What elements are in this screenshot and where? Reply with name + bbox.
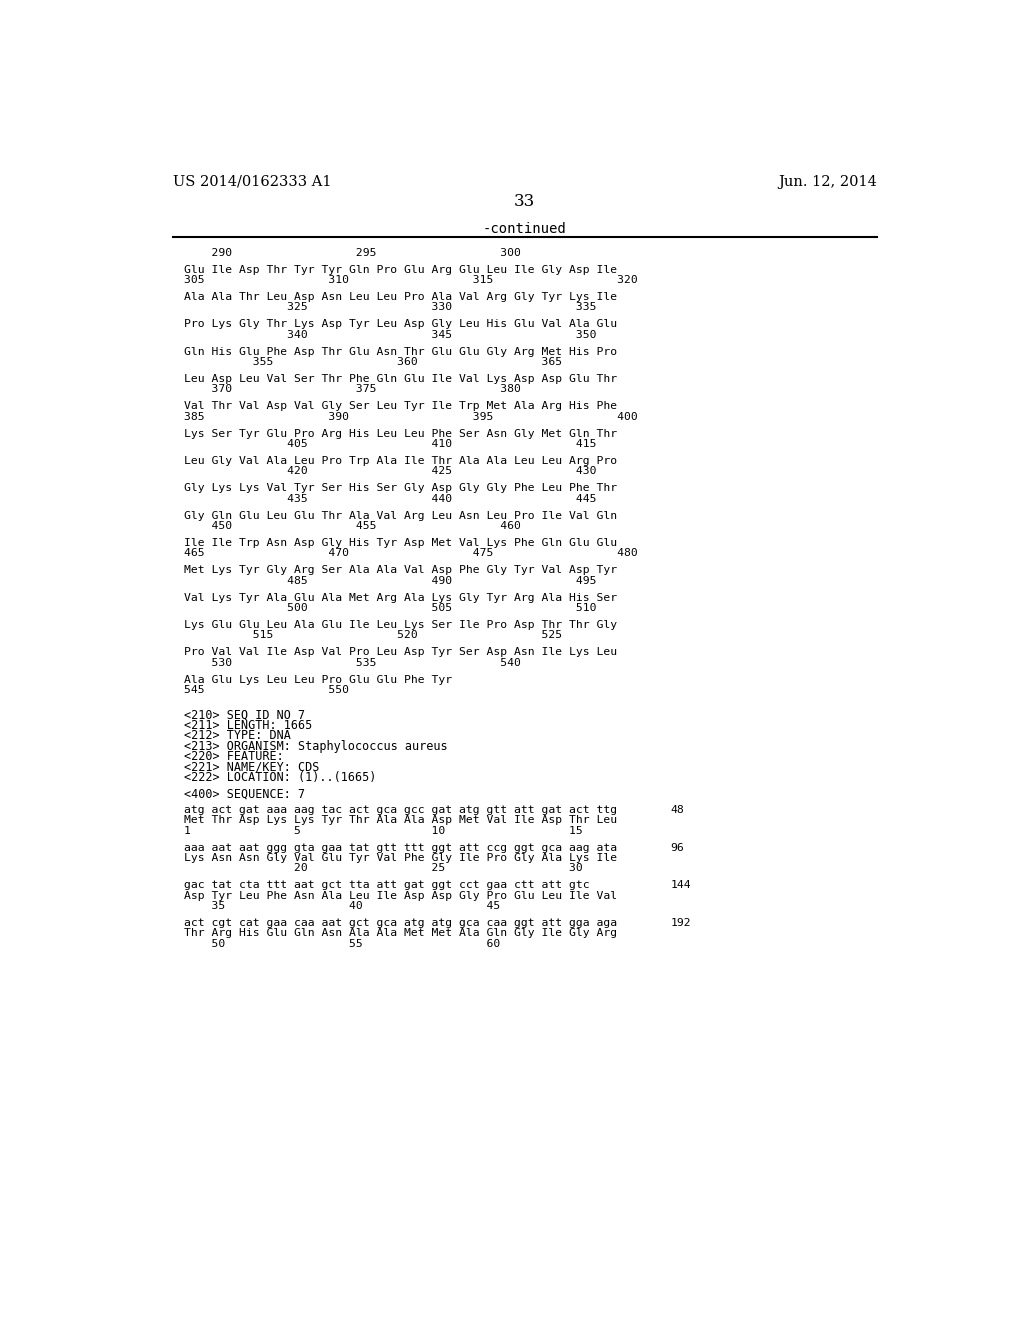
Text: Met Thr Asp Lys Lys Tyr Thr Ala Ala Asp Met Val Ile Asp Thr Leu: Met Thr Asp Lys Lys Tyr Thr Ala Ala Asp … xyxy=(183,816,616,825)
Text: Pro Val Val Ile Asp Val Pro Leu Asp Tyr Ser Asp Asn Ile Lys Leu: Pro Val Val Ile Asp Val Pro Leu Asp Tyr … xyxy=(183,647,616,657)
Text: 35                  40                  45: 35 40 45 xyxy=(183,902,500,911)
Text: 435                  440                  445: 435 440 445 xyxy=(183,494,596,504)
Text: Ala Ala Thr Leu Asp Asn Leu Leu Pro Ala Val Arg Gly Tyr Lys Ile: Ala Ala Thr Leu Asp Asn Leu Leu Pro Ala … xyxy=(183,292,616,302)
Text: Gln His Glu Phe Asp Thr Glu Asn Thr Glu Glu Gly Arg Met His Pro: Gln His Glu Phe Asp Thr Glu Asn Thr Glu … xyxy=(183,347,616,356)
Text: 405                  410                  415: 405 410 415 xyxy=(183,440,596,449)
Text: 500                  505                  510: 500 505 510 xyxy=(183,603,596,612)
Text: Thr Arg His Glu Gln Asn Ala Ala Met Met Ala Gln Gly Ile Gly Arg: Thr Arg His Glu Gln Asn Ala Ala Met Met … xyxy=(183,928,616,939)
Text: <213> ORGANISM: Staphylococcus aureus: <213> ORGANISM: Staphylococcus aureus xyxy=(183,739,447,752)
Text: Ala Glu Lys Leu Leu Pro Glu Glu Phe Tyr: Ala Glu Lys Leu Leu Pro Glu Glu Phe Tyr xyxy=(183,675,452,685)
Text: 20                  25                  30: 20 25 30 xyxy=(183,863,583,874)
Text: 370                  375                  380: 370 375 380 xyxy=(183,384,520,395)
Text: <211> LENGTH: 1665: <211> LENGTH: 1665 xyxy=(183,719,312,733)
Text: 545                  550: 545 550 xyxy=(183,685,349,696)
Text: Lys Asn Asn Gly Val Glu Tyr Val Phe Gly Ile Pro Gly Ala Lys Ile: Lys Asn Asn Gly Val Glu Tyr Val Phe Gly … xyxy=(183,853,616,863)
Text: 385                  390                  395                  400: 385 390 395 400 xyxy=(183,412,638,421)
Text: <210> SEQ ID NO 7: <210> SEQ ID NO 7 xyxy=(183,709,305,722)
Text: 96: 96 xyxy=(671,842,684,853)
Text: Leu Asp Leu Val Ser Thr Phe Gln Glu Ile Val Lys Asp Asp Glu Thr: Leu Asp Leu Val Ser Thr Phe Gln Glu Ile … xyxy=(183,374,616,384)
Text: Ile Ile Trp Asn Asp Gly His Tyr Asp Met Val Lys Phe Gln Glu Glu: Ile Ile Trp Asn Asp Gly His Tyr Asp Met … xyxy=(183,539,616,548)
Text: 33: 33 xyxy=(514,193,536,210)
Text: <220> FEATURE:: <220> FEATURE: xyxy=(183,750,284,763)
Text: 144: 144 xyxy=(671,880,691,890)
Text: atg act gat aaa aag tac act gca gcc gat atg gtt att gat act ttg: atg act gat aaa aag tac act gca gcc gat … xyxy=(183,805,616,814)
Text: 465                  470                  475                  480: 465 470 475 480 xyxy=(183,548,638,558)
Text: 530                  535                  540: 530 535 540 xyxy=(183,657,520,668)
Text: 515                  520                  525: 515 520 525 xyxy=(183,631,562,640)
Text: US 2014/0162333 A1: US 2014/0162333 A1 xyxy=(173,174,332,189)
Text: Leu Gly Val Ala Leu Pro Trp Ala Ile Thr Ala Ala Leu Leu Arg Pro: Leu Gly Val Ala Leu Pro Trp Ala Ile Thr … xyxy=(183,455,616,466)
Text: 290                  295                  300: 290 295 300 xyxy=(183,248,520,257)
Text: Asp Tyr Leu Phe Asn Ala Leu Ile Asp Asp Gly Pro Glu Leu Ile Val: Asp Tyr Leu Phe Asn Ala Leu Ile Asp Asp … xyxy=(183,891,616,900)
Text: 305                  310                  315                  320: 305 310 315 320 xyxy=(183,275,638,285)
Text: 325                  330                  335: 325 330 335 xyxy=(183,302,596,313)
Text: <212> TYPE: DNA: <212> TYPE: DNA xyxy=(183,730,291,742)
Text: Met Lys Tyr Gly Arg Ser Ala Ala Val Asp Phe Gly Tyr Val Asp Tyr: Met Lys Tyr Gly Arg Ser Ala Ala Val Asp … xyxy=(183,565,616,576)
Text: Lys Ser Tyr Glu Pro Arg His Leu Leu Phe Ser Asn Gly Met Gln Thr: Lys Ser Tyr Glu Pro Arg His Leu Leu Phe … xyxy=(183,429,616,438)
Text: Val Thr Val Asp Val Gly Ser Leu Tyr Ile Trp Met Ala Arg His Phe: Val Thr Val Asp Val Gly Ser Leu Tyr Ile … xyxy=(183,401,616,412)
Text: <400> SEQUENCE: 7: <400> SEQUENCE: 7 xyxy=(183,788,305,801)
Text: Gly Lys Lys Val Tyr Ser His Ser Gly Asp Gly Gly Phe Leu Phe Thr: Gly Lys Lys Val Tyr Ser His Ser Gly Asp … xyxy=(183,483,616,494)
Text: Glu Ile Asp Thr Tyr Tyr Gln Pro Glu Arg Glu Leu Ile Gly Asp Ile: Glu Ile Asp Thr Tyr Tyr Gln Pro Glu Arg … xyxy=(183,264,616,275)
Text: Pro Lys Gly Thr Lys Asp Tyr Leu Asp Gly Leu His Glu Val Ala Glu: Pro Lys Gly Thr Lys Asp Tyr Leu Asp Gly … xyxy=(183,319,616,329)
Text: 485                  490                  495: 485 490 495 xyxy=(183,576,596,586)
Text: 355                  360                  365: 355 360 365 xyxy=(183,358,562,367)
Text: 50                  55                  60: 50 55 60 xyxy=(183,939,500,949)
Text: 340                  345                  350: 340 345 350 xyxy=(183,330,596,339)
Text: 420                  425                  430: 420 425 430 xyxy=(183,466,596,477)
Text: act cgt cat gaa caa aat gct gca atg atg gca caa ggt att gga aga: act cgt cat gaa caa aat gct gca atg atg … xyxy=(183,917,616,928)
Text: Gly Gln Glu Leu Glu Thr Ala Val Arg Leu Asn Leu Pro Ile Val Gln: Gly Gln Glu Leu Glu Thr Ala Val Arg Leu … xyxy=(183,511,616,520)
Text: -continued: -continued xyxy=(483,222,566,236)
Text: 450                  455                  460: 450 455 460 xyxy=(183,521,520,531)
Text: gac tat cta ttt aat gct tta att gat ggt cct gaa ctt att gtc: gac tat cta ttt aat gct tta att gat ggt … xyxy=(183,880,590,890)
Text: <221> NAME/KEY: CDS: <221> NAME/KEY: CDS xyxy=(183,760,319,774)
Text: 192: 192 xyxy=(671,917,691,928)
Text: Jun. 12, 2014: Jun. 12, 2014 xyxy=(778,174,877,189)
Text: <222> LOCATION: (1)..(1665): <222> LOCATION: (1)..(1665) xyxy=(183,771,376,784)
Text: 48: 48 xyxy=(671,805,684,814)
Text: 1               5                   10                  15: 1 5 10 15 xyxy=(183,825,583,836)
Text: aaa aat aat ggg gta gaa tat gtt ttt ggt att ccg ggt gca aag ata: aaa aat aat ggg gta gaa tat gtt ttt ggt … xyxy=(183,842,616,853)
Text: Lys Glu Glu Leu Ala Glu Ile Leu Lys Ser Ile Pro Asp Thr Thr Gly: Lys Glu Glu Leu Ala Glu Ile Leu Lys Ser … xyxy=(183,620,616,630)
Text: Val Lys Tyr Ala Glu Ala Met Arg Ala Lys Gly Tyr Arg Ala His Ser: Val Lys Tyr Ala Glu Ala Met Arg Ala Lys … xyxy=(183,593,616,603)
